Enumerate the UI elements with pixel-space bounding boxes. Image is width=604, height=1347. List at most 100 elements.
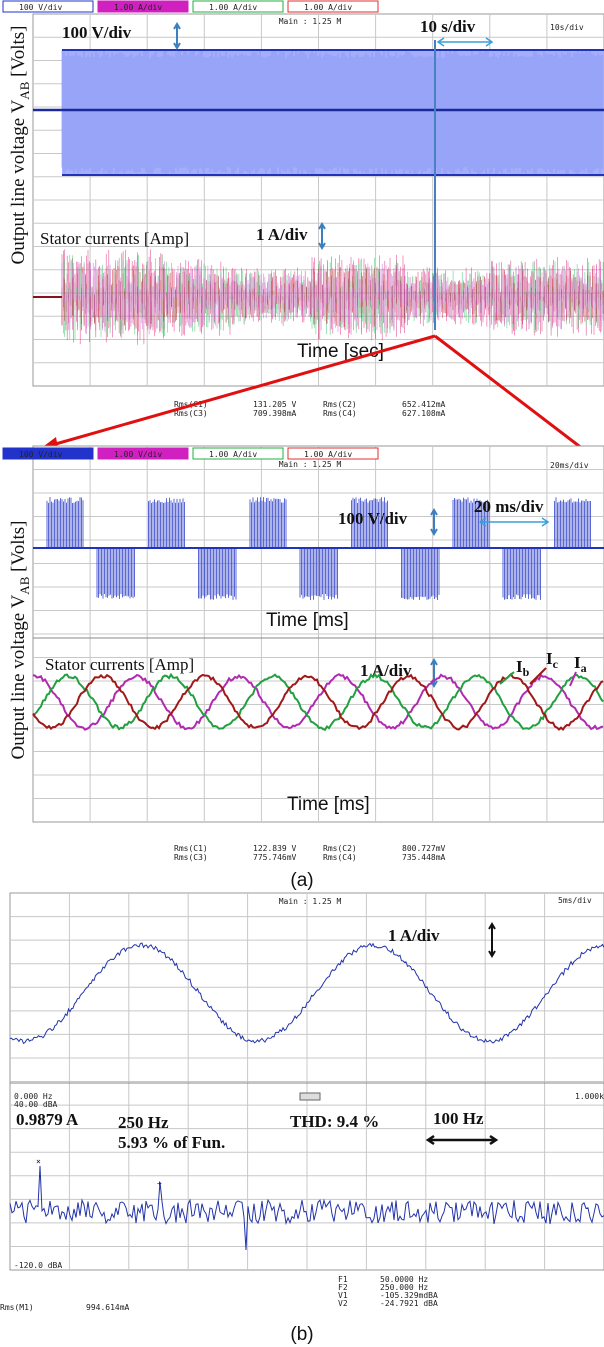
measurement-value: 775.746mV (253, 853, 297, 862)
measurement-value: 800.727mV (402, 844, 446, 853)
fft-axis-label: -120.0 dBA (14, 1261, 62, 1270)
arrow (318, 222, 326, 250)
channel-box (192, 0, 284, 13)
measurement-name: Rms(C2) (323, 844, 357, 853)
annotation: 5.93 % of Fun. (118, 1133, 225, 1152)
pointer (569, 671, 577, 687)
text: Output line voltage V (8, 99, 29, 264)
timebase: 20ms/div (550, 461, 589, 470)
cursor-marker: × (36, 1157, 41, 1166)
annotation: 100 Hz (433, 1109, 484, 1128)
fft-axis-label: 1.000kHz (575, 1092, 604, 1101)
main-label: Main : 1.25 M (279, 17, 342, 26)
subscript: b (523, 665, 530, 679)
annotation: 1 A/div (256, 225, 308, 244)
voltage-edges (62, 49, 604, 176)
cursor-name: V1 (338, 1291, 348, 1300)
channel-scale: 1.00 A/div (209, 450, 257, 459)
annotation: Stator currents [Amp] (45, 655, 194, 674)
channel-scale: 1.00 A/div (304, 450, 352, 459)
annotation: Time [ms] (266, 610, 349, 631)
measurement-value: 122.839 V (253, 844, 297, 853)
arrow (430, 508, 438, 536)
annotation: 20 ms/div (474, 497, 544, 516)
measurement-name: Rms(C3) (174, 409, 208, 418)
channel-box (287, 447, 379, 460)
caption: (a) (290, 870, 313, 891)
subscript: a (581, 661, 587, 675)
phase-label: Ia (574, 653, 587, 675)
measurement-name: Rms(C4) (323, 853, 357, 862)
pointer (499, 671, 515, 685)
cursor-value: 50.0000 Hz (380, 1275, 428, 1284)
channel-box (2, 447, 94, 460)
cursor-value: 250.000 Hz (380, 1283, 428, 1292)
subscript: AB (17, 576, 32, 594)
cursor-name: V2 (338, 1299, 348, 1308)
phase-label: Ib (516, 657, 530, 679)
measurement-value: 735.448mA (402, 853, 446, 862)
pointer (529, 667, 547, 685)
channel-box (97, 0, 189, 13)
channel-box (97, 447, 189, 460)
timebase: 5ms/div (558, 896, 592, 905)
cursor-value: -105.329mdBA (380, 1291, 438, 1300)
annotation: THD: 9.4 % (290, 1112, 379, 1131)
current-trace (32, 673, 604, 731)
fft-axis-label: 40.00 dBA (14, 1100, 58, 1109)
annotation: 100 V/div (338, 509, 408, 528)
measurement-value: 131.205 V (253, 400, 297, 409)
channel-box (2, 0, 94, 13)
annotation: 250 Hz (118, 1113, 169, 1132)
text: I (574, 653, 581, 672)
caption: (b) (290, 1324, 313, 1345)
cursor-name: F2 (338, 1283, 348, 1292)
subscript: AB (17, 81, 32, 99)
annotation: Time [sec] (297, 341, 384, 362)
annotation: Time [ms] (287, 794, 370, 815)
measurement-name: Rms(C3) (174, 853, 208, 862)
cursor-marker: + (157, 1179, 162, 1188)
current-trace (61, 260, 604, 335)
measurement-value: 627.108mA (402, 409, 446, 418)
measurement-value: 652.412mA (402, 400, 446, 409)
subscript: c (553, 657, 559, 671)
zoom-arrows (44, 334, 601, 464)
timebase: 10s/div (550, 23, 584, 32)
text: Output line voltage V (8, 594, 29, 759)
measurement-name: Rms(C2) (323, 400, 357, 409)
annotation: 1 A/div (360, 661, 412, 680)
channel-scale: 100 V/div (19, 3, 63, 12)
arrow (478, 517, 550, 527)
main-label: Main : 1.25 M (279, 460, 342, 469)
measurement-name: Rms(C4) (323, 409, 357, 418)
current-waveform (9, 942, 604, 1045)
channel-scale: 1.00 A/div (209, 3, 257, 12)
fft-axis-label: 0.000 Hz (14, 1092, 53, 1101)
channel-box (192, 447, 284, 460)
marker (299, 1092, 321, 1101)
phase-label: Ic (546, 649, 559, 671)
voltage-envelope (62, 50, 604, 175)
arrow (425, 1134, 499, 1146)
text: I (516, 657, 523, 676)
y-axis-label: Output line voltage VAB [Volts] (8, 25, 32, 264)
channel-scale: 1.00 A/div (114, 3, 162, 12)
channel-scale: 100 V/div (19, 450, 63, 459)
measurement-name: Rms(C1) (174, 844, 208, 853)
annotation: Stator currents [Amp] (40, 229, 189, 248)
fft-spectrum (9, 1165, 604, 1251)
unit: [Volts] (8, 520, 29, 576)
voltage-pulses (46, 497, 591, 600)
arrow (436, 37, 494, 47)
channel-scale: 1.00 A/div (304, 3, 352, 12)
annotation: 100 V/div (62, 23, 132, 42)
annotation: 10 s/div (420, 17, 476, 36)
arrow (173, 22, 181, 50)
annotation: 1 A/div (388, 926, 440, 945)
channel-box (287, 0, 379, 13)
cursor-name: F1 (338, 1275, 348, 1284)
current-trace (32, 672, 604, 732)
annotation: 0.9879 A (16, 1110, 79, 1129)
